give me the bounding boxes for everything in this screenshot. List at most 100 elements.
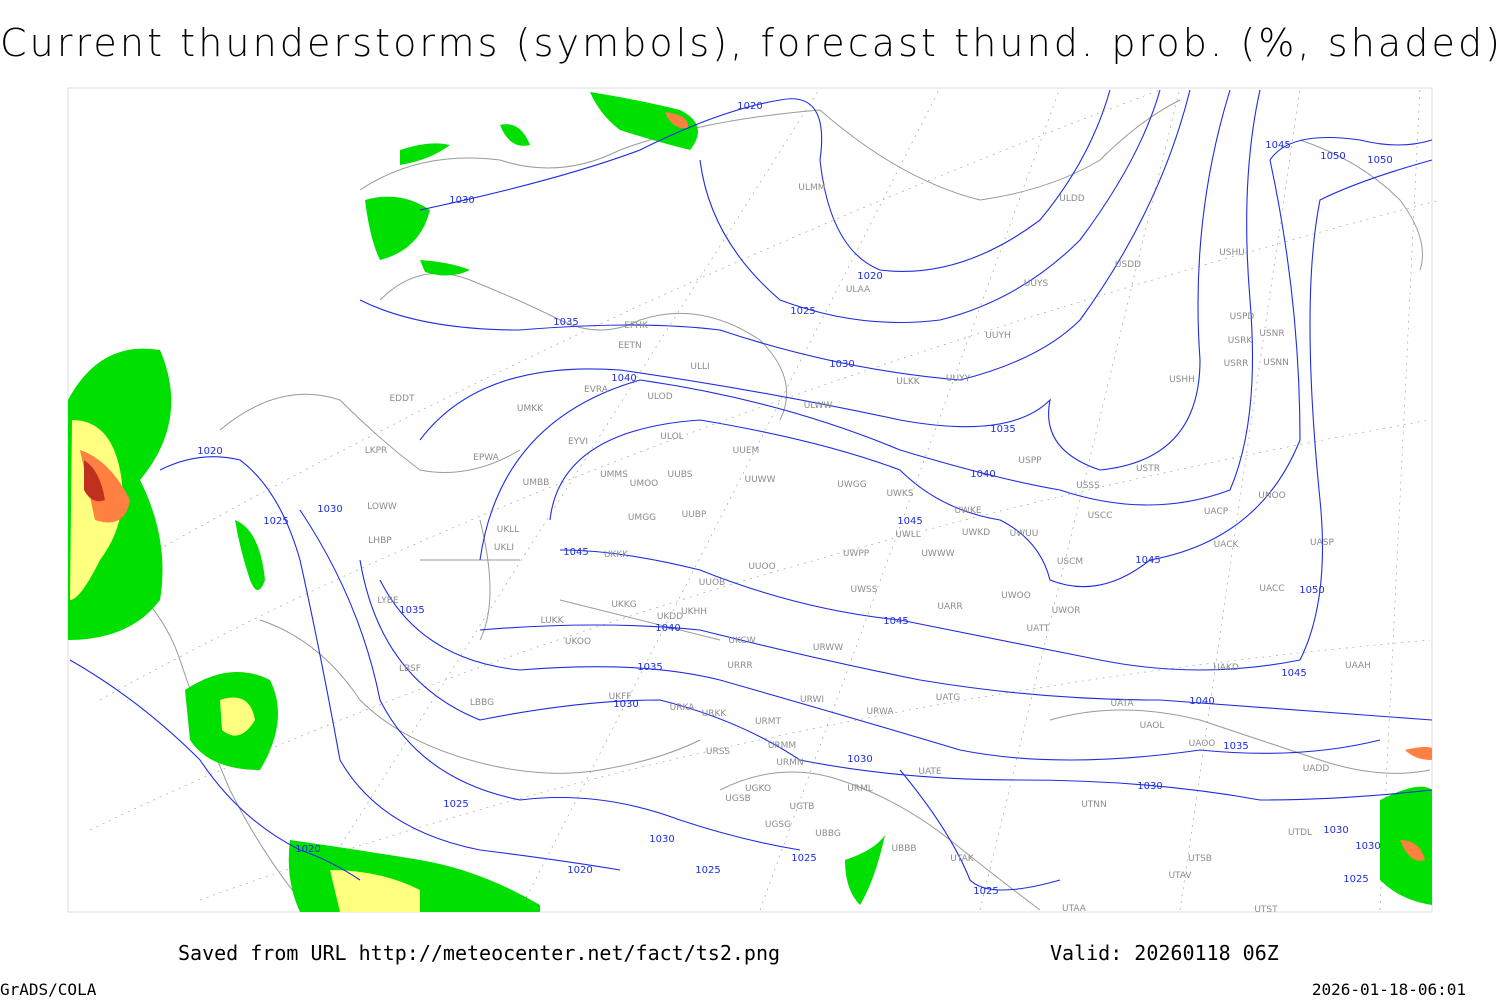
credit: GrADS/COLA xyxy=(0,980,97,999)
isobar-label: 1020 xyxy=(737,101,762,112)
station-code: USRR xyxy=(1224,359,1249,369)
station-code: UWOR xyxy=(1052,606,1081,616)
station-code: URMM xyxy=(768,741,796,751)
station-code: UTST xyxy=(1254,905,1278,915)
isobar-label: 1045 xyxy=(897,516,922,527)
station-code: UACK xyxy=(1214,540,1240,550)
station-code: EVRA xyxy=(584,385,609,395)
station-code: UGTB xyxy=(790,802,815,812)
station-code: ULDD xyxy=(1059,194,1085,204)
isobar-label: 1025 xyxy=(973,886,998,897)
isobar-label: 1020 xyxy=(857,271,882,282)
station-code: UKOO xyxy=(565,637,591,647)
isobar-label: 1035 xyxy=(1223,741,1248,752)
station-code: UATT xyxy=(1027,624,1050,634)
station-code: EETN xyxy=(618,341,642,351)
station-code: UWKS xyxy=(886,489,913,499)
station-code: UWSS xyxy=(851,585,878,595)
station-code: UWUU xyxy=(1010,529,1039,539)
station-code: UGKO xyxy=(745,784,771,794)
station-code: LBSF xyxy=(399,664,421,674)
station-code: UKLL xyxy=(497,525,520,535)
isobar-label: 1035 xyxy=(399,605,424,616)
station-code: UKKG xyxy=(611,600,636,610)
station-code: LBBG xyxy=(470,698,494,708)
station-code: URKA xyxy=(670,703,696,713)
station-code: UNOO xyxy=(1258,491,1286,501)
station-code: UUYY xyxy=(946,374,971,384)
isobar-label: 1045 xyxy=(563,547,588,558)
station-code: URSS xyxy=(706,747,731,757)
station-code: UUBS xyxy=(668,470,693,480)
isobar-label: 1020 xyxy=(295,844,320,855)
isobar-label: 1030 xyxy=(829,359,854,370)
station-code: UMKK xyxy=(517,404,544,414)
isobar-label: 1030 xyxy=(1323,825,1348,836)
isobar-label: 1025 xyxy=(790,306,815,317)
isobar-label: 1050 xyxy=(1320,151,1345,162)
station-code: UATE xyxy=(918,767,942,777)
isobar-label: 1035 xyxy=(553,317,578,328)
station-code: EYVI xyxy=(568,437,588,447)
station-code: UKKK xyxy=(604,550,629,560)
station-code: ULOD xyxy=(647,392,672,402)
station-code: UAOO xyxy=(1189,739,1216,749)
station-code: USTR xyxy=(1136,464,1160,474)
isobar-label: 1045 xyxy=(1265,140,1290,151)
station-code: USCM xyxy=(1057,557,1083,567)
station-code: URML xyxy=(847,784,873,794)
station-code: ULKK xyxy=(896,377,921,387)
station-code: UMBB xyxy=(523,478,550,488)
station-code: UMOO xyxy=(630,479,659,489)
station-code: UKLI xyxy=(494,543,514,553)
isobar-label: 1025 xyxy=(695,865,720,876)
title: Current thunderstorms (symbols), forecas… xyxy=(0,21,1500,65)
station-code: UKDD xyxy=(657,612,683,622)
station-code: UKHH xyxy=(681,607,707,617)
station-code: UBBB xyxy=(891,844,916,854)
station-code: UUYH xyxy=(985,331,1010,341)
station-code: USCC xyxy=(1088,511,1113,521)
station-code: UWGG xyxy=(837,480,866,490)
isobar-label: 1045 xyxy=(1135,555,1160,566)
station-code: URWW xyxy=(813,643,843,653)
station-code: UUOO xyxy=(748,562,775,572)
valid-time: Valid: 20260118 06Z xyxy=(1050,941,1279,965)
station-code: UADD xyxy=(1303,764,1330,774)
station-code: UMGG xyxy=(628,513,656,523)
isobar-label: 1025 xyxy=(1343,874,1368,885)
station-code: UWWW xyxy=(921,549,954,559)
station-code: UUYS xyxy=(1024,279,1049,289)
station-code: UWLL xyxy=(895,530,921,540)
station-code: LKPR xyxy=(365,446,388,456)
isobar-label: 1045 xyxy=(1281,668,1306,679)
isobar-label: 1020 xyxy=(197,446,222,457)
isobar-label: 1045 xyxy=(883,616,908,627)
station-code: UTAV xyxy=(1168,871,1192,881)
station-code: UAKD xyxy=(1213,663,1239,673)
station-code: UKFF xyxy=(609,692,632,702)
isobar-label: 1040 xyxy=(970,469,995,480)
station-code: UACC xyxy=(1259,584,1284,594)
station-code: UUWW xyxy=(745,475,776,485)
station-code: UAAH xyxy=(1345,661,1371,671)
station-code: USNR xyxy=(1259,329,1284,339)
station-code: UAOL xyxy=(1140,721,1165,731)
station-code: USRK xyxy=(1228,336,1254,346)
station-code: URKK xyxy=(702,709,728,719)
timestamp: 2026-01-18-06:01 xyxy=(1312,980,1466,999)
station-code: EDDT xyxy=(389,394,415,404)
station-code: ULWW xyxy=(804,401,833,411)
station-code: USNN xyxy=(1263,358,1289,368)
station-code: UWKD xyxy=(962,528,990,538)
station-code: UWKE xyxy=(954,506,981,516)
station-code: UATA xyxy=(1110,699,1134,709)
station-code: UMMS xyxy=(600,470,628,480)
isobar-label: 1035 xyxy=(990,424,1015,435)
station-code: USPP xyxy=(1018,456,1042,466)
station-code: USSS xyxy=(1076,481,1100,491)
isobar-label: 1030 xyxy=(847,754,872,765)
map-area xyxy=(67,87,1441,913)
station-code: URWA xyxy=(866,707,894,717)
